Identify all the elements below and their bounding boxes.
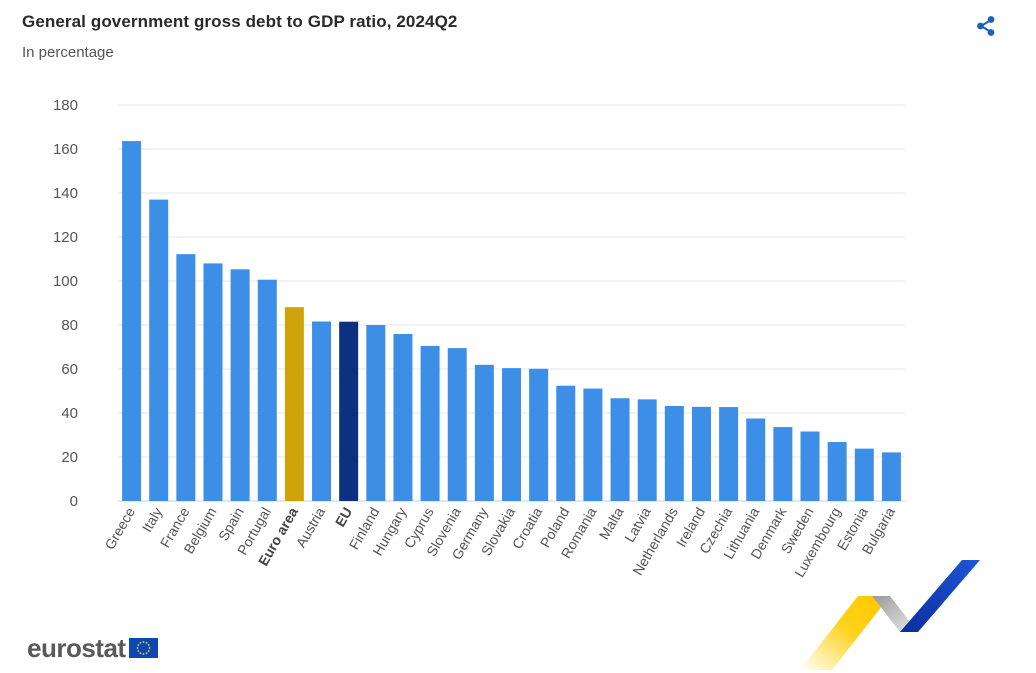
bar[interactable] [881, 452, 901, 501]
bar[interactable] [447, 348, 467, 501]
eurostat-logo[interactable]: eurostat [27, 628, 158, 668]
chart-title: General government gross debt to GDP rat… [22, 12, 458, 31]
bar[interactable] [176, 254, 196, 501]
bar[interactable] [529, 368, 549, 501]
bar[interactable] [203, 263, 223, 501]
y-tick-label: 160 [53, 141, 78, 158]
bar[interactable] [122, 141, 142, 501]
bar[interactable] [800, 431, 820, 501]
bar[interactable] [257, 279, 277, 501]
bar[interactable] [719, 407, 739, 501]
bar[interactable] [393, 334, 413, 501]
y-tick-label: 0 [70, 493, 78, 510]
y-tick-label: 80 [61, 317, 78, 334]
y-tick-label: 180 [53, 97, 78, 114]
bar[interactable] [773, 427, 793, 501]
bar[interactable] [149, 199, 169, 501]
bar[interactable] [583, 388, 603, 501]
bar[interactable] [312, 321, 332, 501]
eu-flag-icon [128, 638, 158, 658]
bar[interactable] [366, 325, 386, 501]
y-tick-label: 20 [61, 449, 78, 466]
y-tick-label: 100 [53, 273, 78, 290]
bar[interactable] [854, 448, 874, 501]
y-tick-label: 120 [53, 229, 78, 246]
bar[interactable] [827, 442, 847, 501]
bar[interactable] [502, 368, 521, 501]
y-tick-label: 60 [61, 361, 78, 378]
bar[interactable] [610, 398, 630, 501]
x-tick-label: EU [332, 505, 356, 530]
bar[interactable] [474, 364, 494, 501]
bar[interactable] [284, 307, 304, 501]
bar[interactable] [664, 405, 684, 501]
logo-text: eurostat [27, 632, 126, 663]
y-tick-label: 40 [61, 405, 78, 422]
share-icon[interactable] [972, 12, 1000, 40]
x-tick-label: Italy [139, 505, 166, 535]
decorative-ribbon [800, 560, 980, 670]
bar[interactable] [746, 418, 766, 502]
bar[interactable] [339, 321, 359, 501]
bar[interactable] [637, 399, 657, 501]
bar[interactable] [556, 385, 576, 501]
bar[interactable] [420, 345, 440, 501]
bar[interactable] [691, 406, 711, 501]
chart-subtitle: In percentage [22, 44, 114, 61]
y-tick-label: 140 [53, 185, 78, 202]
x-tick-label: Greece [101, 504, 138, 552]
bar[interactable] [230, 269, 250, 501]
